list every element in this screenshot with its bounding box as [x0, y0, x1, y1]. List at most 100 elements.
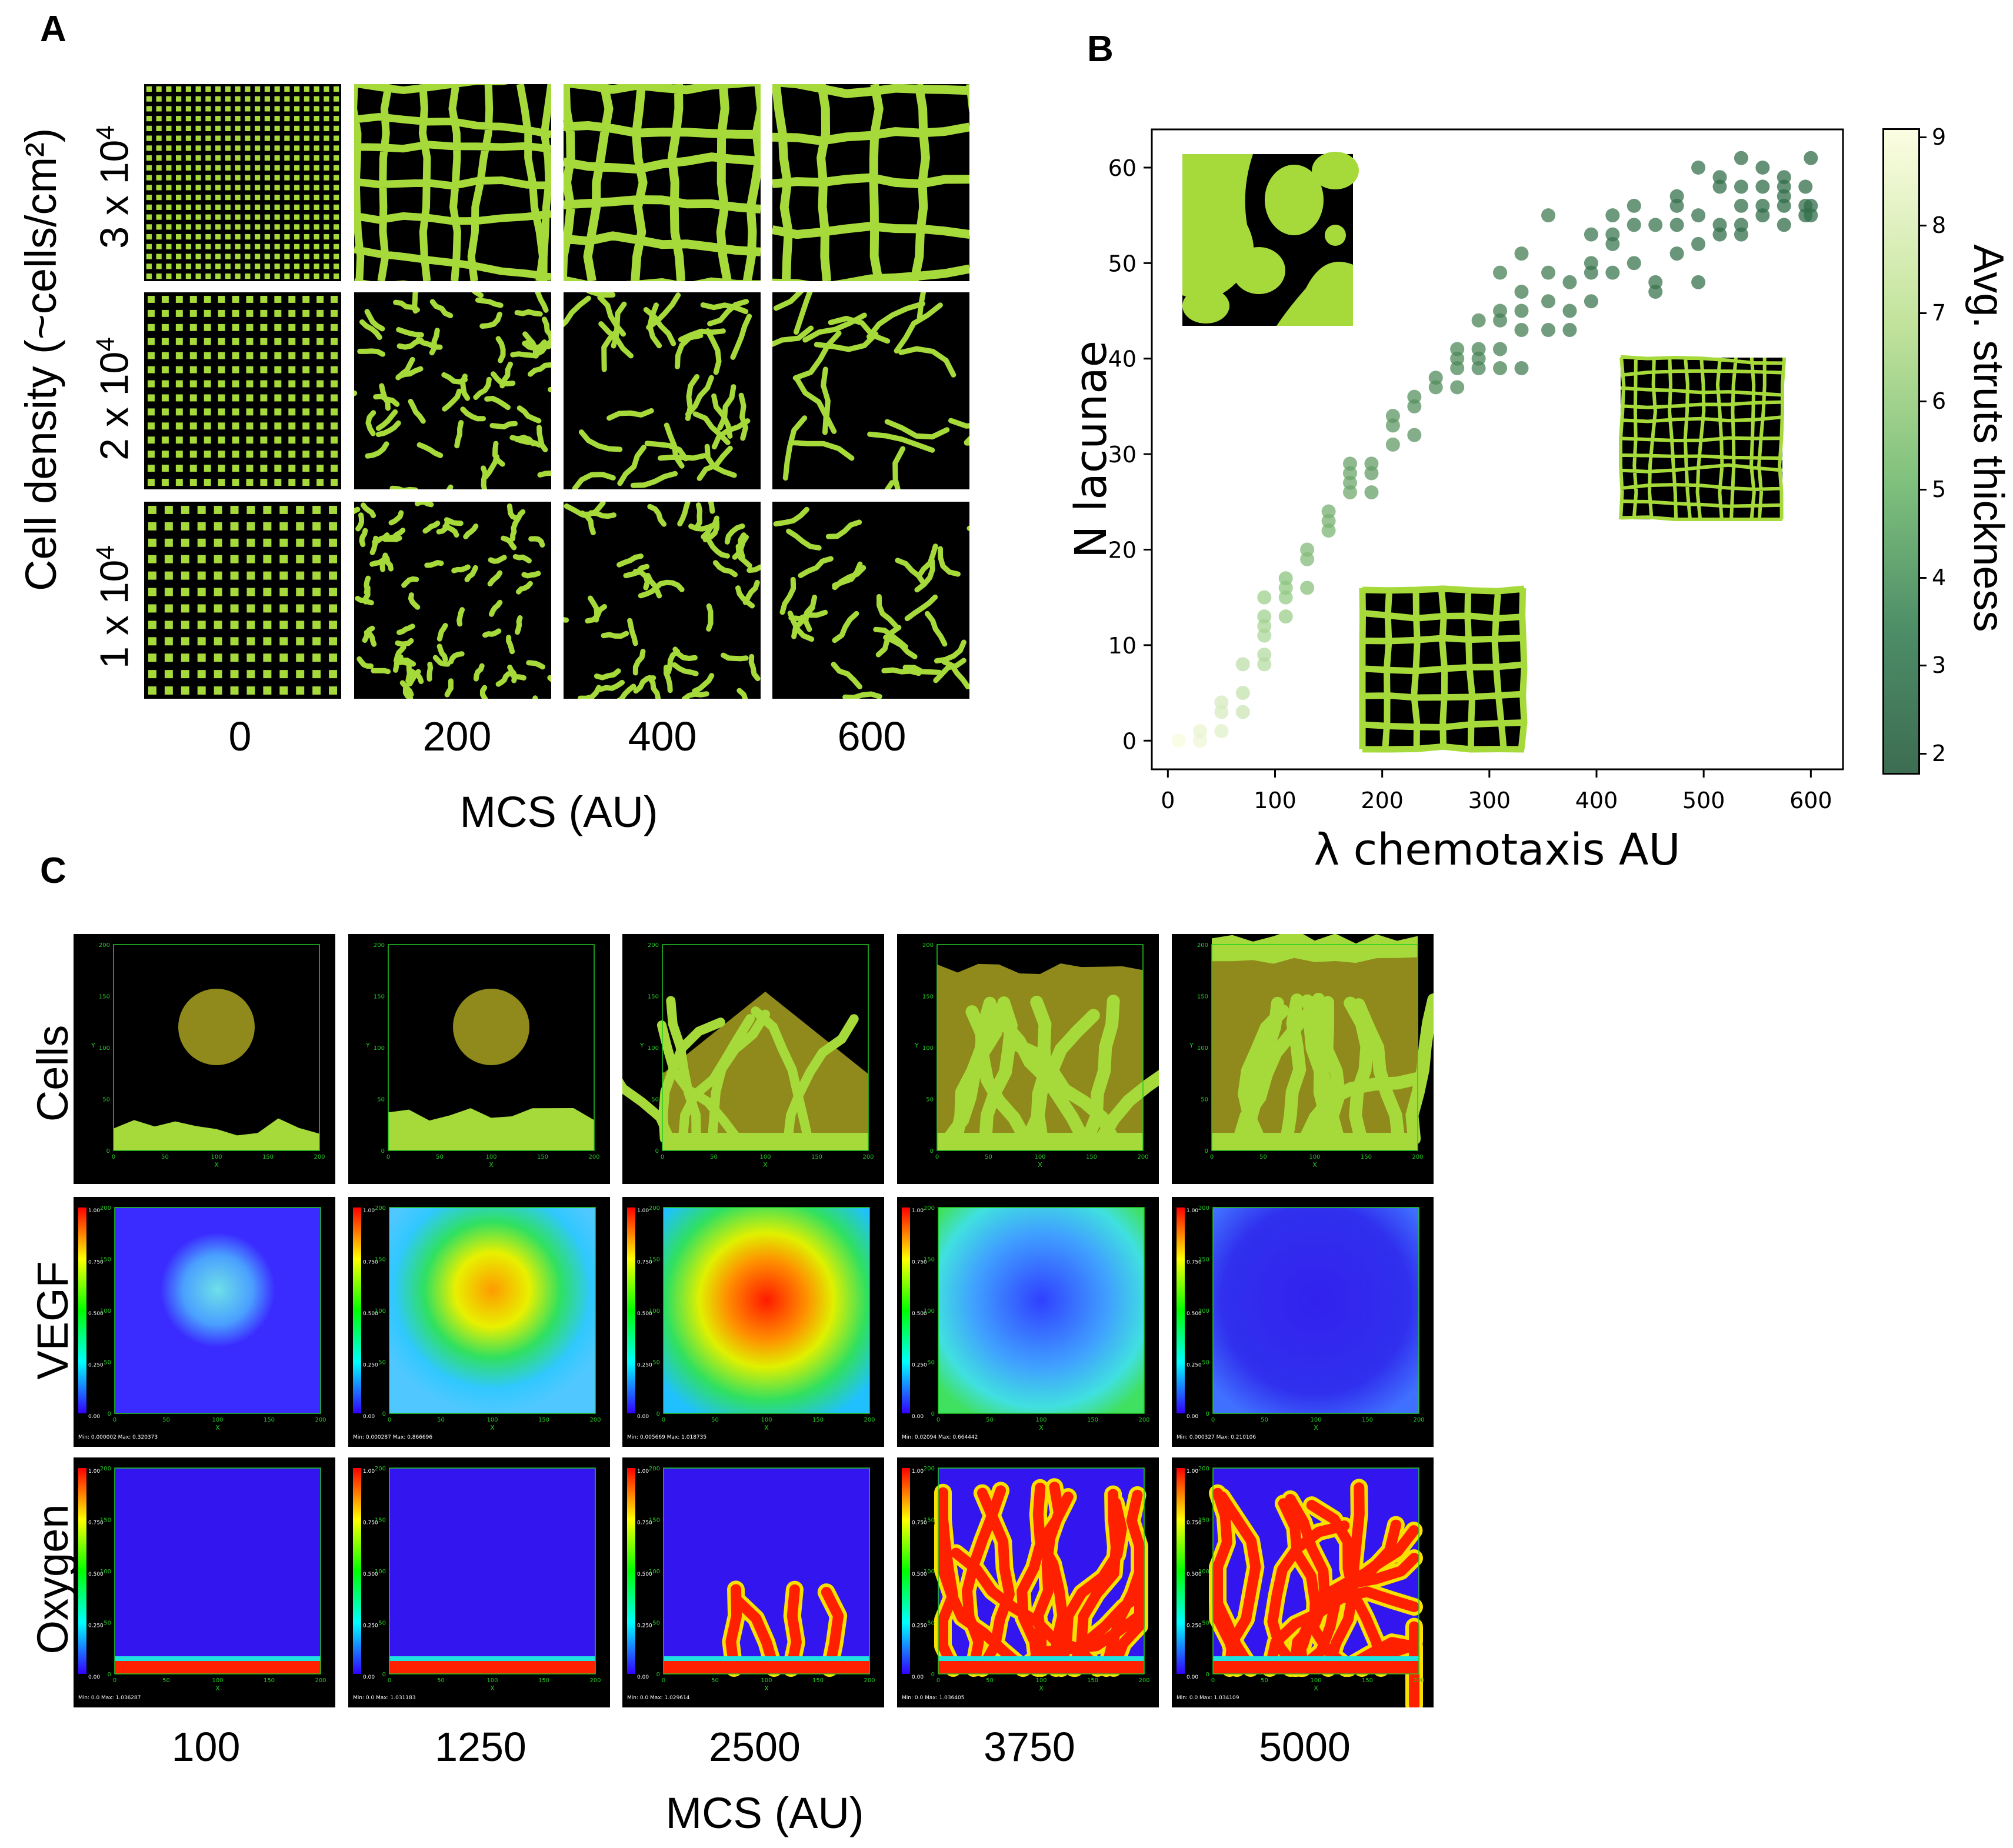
frame-y-tick: 150	[649, 1517, 660, 1524]
scatter-point	[1514, 361, 1529, 375]
scatter-point	[1562, 275, 1577, 289]
frame-x-tick: 50	[161, 1154, 169, 1160]
panel-a-col-label: 200	[422, 713, 492, 759]
frame-y-tick: 0	[382, 1411, 386, 1417]
legend-tick-label: 0.750	[88, 1520, 104, 1526]
frame-x-tick: 0	[662, 1417, 665, 1423]
frame-x-tick: 150	[811, 1154, 822, 1160]
panel-a-sim-image	[144, 292, 341, 489]
frame-border	[938, 1467, 1145, 1674]
legend-tick-label: 0.500	[88, 1572, 104, 1577]
frame-x-tick: 200	[1413, 1677, 1424, 1684]
legend-tick-label: 0.750	[88, 1260, 104, 1266]
frame-x-tick: 0	[661, 1154, 664, 1160]
oxygen-gradient-edge	[938, 1656, 1144, 1661]
oxygen-gradient-edge	[664, 1656, 869, 1661]
y-tick-label: 60	[1108, 155, 1137, 181]
scatter-point	[1364, 456, 1379, 471]
frame-x-tick: 150	[1362, 1677, 1373, 1684]
panel-a-sim-image	[354, 292, 551, 489]
frame-x-tick: 100	[761, 1417, 772, 1423]
x-tick-label: 400	[1575, 788, 1618, 813]
frame-y-tick: 100	[375, 1569, 386, 1575]
frame-y-tick: 200	[649, 1466, 660, 1472]
frame-x-tick: 100	[1035, 1677, 1047, 1684]
frame-y-tick: 50	[102, 1097, 110, 1103]
panel-a-row-label: 3 x 104	[82, 99, 137, 275]
colorbar-tick-mark	[1918, 136, 1927, 138]
frame-x-tick: 50	[162, 1677, 170, 1684]
scatter-point	[1385, 437, 1400, 452]
legend-tick-label: 0.250	[1187, 1623, 1202, 1629]
frame-x-tick: 0	[662, 1677, 665, 1684]
panel-a-col-label: 400	[628, 713, 697, 759]
frame-x-tick: 0	[1211, 1677, 1215, 1684]
scatter-point	[1514, 323, 1529, 338]
panel-a-sim-image	[564, 84, 761, 281]
scatter-point	[1257, 648, 1272, 662]
x-axis-title: λ chemotaxis AU	[1314, 825, 1680, 875]
frame-y-tick: 150	[649, 1257, 660, 1263]
panel-c-row-label: Cells	[28, 1025, 77, 1122]
frame-x-tick: 100	[485, 1154, 496, 1160]
frame-y-tick: 100	[649, 1569, 660, 1575]
frame-x-tick: 150	[264, 1677, 275, 1684]
scatter-point	[1428, 371, 1443, 385]
scatter-point	[1648, 218, 1663, 232]
frame-y-tick: 150	[100, 1257, 111, 1263]
panel-c-sim-frame: 1.00 0.750 0.500 0.250 0.00 Min: 0.000002 Max…	[74, 1197, 335, 1447]
colorbar-tick-mark	[1918, 665, 1927, 667]
frame-y-tick: 150	[375, 1517, 386, 1524]
frame-x-tick: 0	[1210, 1154, 1214, 1160]
frame-border	[663, 1467, 870, 1674]
frame-x-axis-label: X	[215, 1684, 220, 1692]
scatter-point	[1257, 609, 1272, 624]
row-label-base: 3 x 10	[92, 139, 137, 249]
oxygen-gradient-edge	[1213, 1656, 1419, 1661]
tumor-cells	[178, 989, 255, 1065]
frame-y-tick: 0	[381, 1148, 385, 1155]
scatter-point	[1514, 285, 1529, 299]
scatter-point	[1804, 151, 1818, 165]
scatter-point	[1321, 504, 1336, 519]
legend-tick-label: 0.250	[637, 1623, 652, 1629]
legend-tick-label: 0.250	[912, 1363, 927, 1369]
frame-y-tick: 200	[99, 942, 110, 949]
legend-tick-label: 0.00	[1187, 1414, 1198, 1420]
field-color-legend	[902, 1468, 910, 1674]
frame-x-tick: 50	[710, 1154, 718, 1160]
panel-b-label: B	[1087, 29, 1114, 69]
legend-tick-label: 1.00	[1187, 1469, 1198, 1475]
frame-x-tick: 150	[537, 1154, 548, 1160]
legend-tick-label: 0.250	[912, 1623, 927, 1629]
frame-x-axis-label: X	[1038, 1161, 1042, 1169]
frame-y-tick: 100	[924, 1308, 935, 1315]
row-label-exp: 4	[91, 125, 120, 140]
frame-x-tick: 200	[1413, 1417, 1424, 1423]
field-color-legend	[902, 1207, 910, 1413]
frame-y-tick: 150	[1197, 994, 1208, 1000]
panel-c-col-label: 1250	[435, 1724, 526, 1770]
scatter-point	[1584, 256, 1598, 271]
colorbar-tick-mark	[1918, 753, 1927, 755]
frame-x-tick: 150	[538, 1417, 549, 1423]
colorbar-tick-mark	[1918, 224, 1927, 226]
field-background	[389, 1207, 595, 1413]
legend-tick-label: 0.250	[1187, 1363, 1202, 1369]
frame-y-tick: 150	[924, 1517, 935, 1524]
frame-x-tick: 200	[1412, 1154, 1423, 1160]
frame-y-tick: 200	[924, 1466, 935, 1472]
frame-x-tick: 100	[1310, 1677, 1321, 1684]
frame-y-tick: 200	[1197, 942, 1208, 949]
field-background	[664, 1207, 869, 1413]
scatter-point	[1605, 227, 1620, 242]
legend-tick-label: 0.500	[1187, 1311, 1202, 1317]
frame-x-tick: 200	[862, 1154, 874, 1160]
frame-y-tick: 0	[108, 1672, 111, 1678]
scatter-point	[1514, 246, 1529, 261]
frame-x-tick: 150	[812, 1417, 824, 1423]
frame-x-tick: 150	[264, 1417, 275, 1423]
frame-y-axis-label: Y	[639, 1042, 644, 1049]
frame-y-tick: 50	[104, 1360, 111, 1366]
scatter-point	[1385, 409, 1400, 423]
